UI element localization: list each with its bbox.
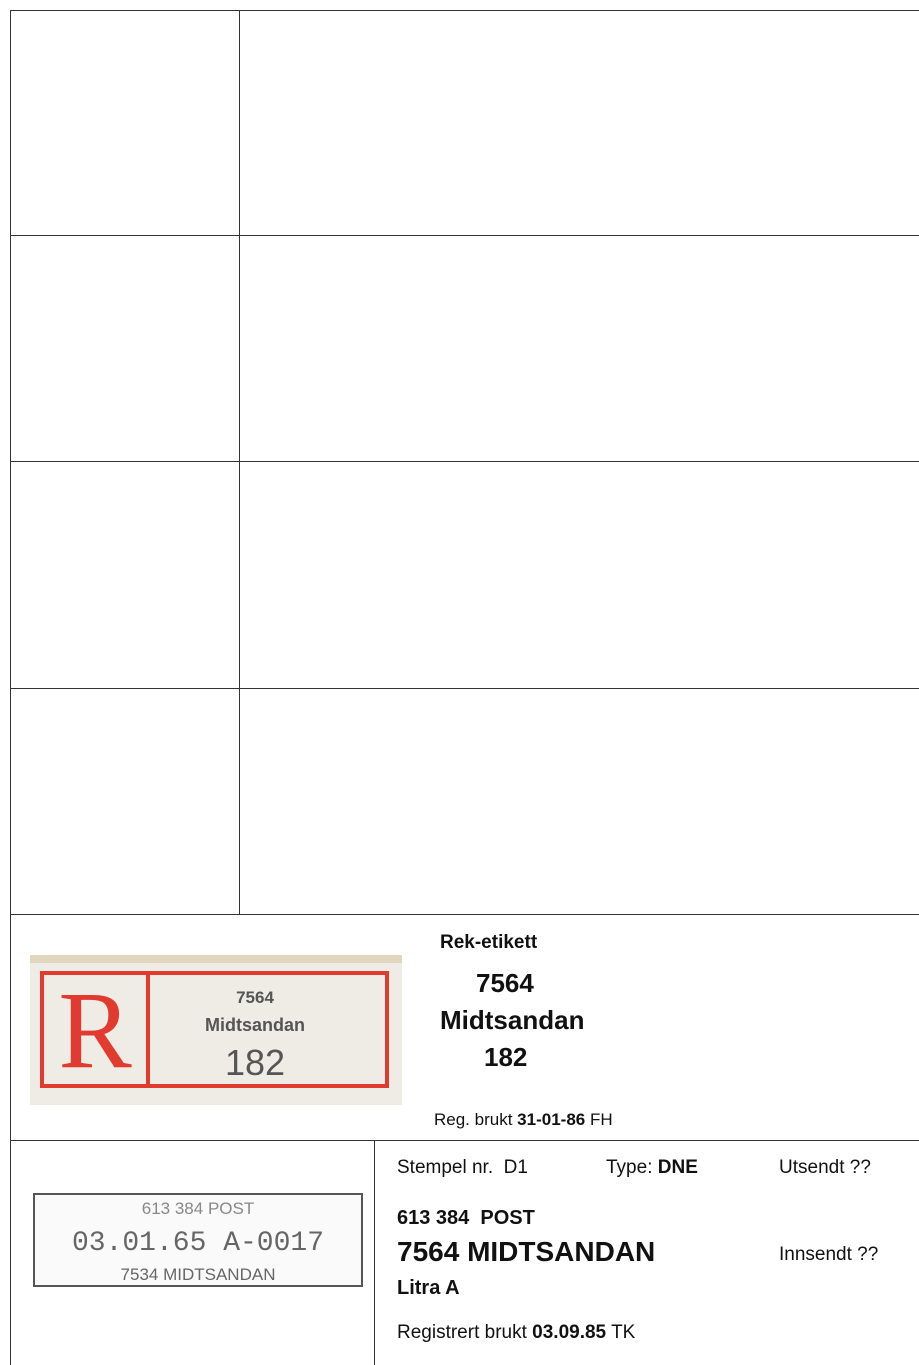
stamp-image: 613 384 POST 03.01.65 A-0017 7534 MIDTSA… (33, 1193, 363, 1287)
type-label: Type: (606, 1157, 653, 1178)
stamp-line3: Litra A (397, 1277, 460, 1299)
stamp-type: Type: DNE (606, 1157, 698, 1179)
rek-heading: Rek-etikett (440, 932, 538, 953)
rek-reg: Reg. brukt 31-01-86 FH (434, 1110, 613, 1130)
border-top (10, 10, 919, 11)
rek-serial: 182 (484, 1042, 528, 1072)
label-serial: 182 (225, 1042, 285, 1083)
border-left (10, 10, 11, 1365)
row-line (10, 914, 919, 915)
stamp-middle: 03.01.65 A-0017 (72, 1228, 324, 1259)
col-line (239, 10, 240, 914)
stamp-reg: Registrert brukt 03.09.85 TK (397, 1322, 635, 1344)
label-number: 7564 (236, 988, 274, 1007)
row-line (10, 461, 919, 462)
nr: D1 (503, 1157, 528, 1178)
stamp-bottom: 7534 MIDTSANDAN (121, 1265, 276, 1284)
reg-date: 31-01-86 (517, 1110, 586, 1129)
rek-place: Midtsandan (440, 1005, 585, 1035)
reg-date: 03.09.85 (532, 1322, 607, 1343)
stamp-returned: Innsendt ?? (779, 1244, 879, 1265)
label-place: Midtsandan (205, 1015, 305, 1035)
reg-label: Registrert brukt (397, 1322, 527, 1343)
reg-initials: FH (589, 1110, 613, 1129)
nr-label: Stempel nr. (397, 1157, 494, 1178)
reg-initials: TK (611, 1322, 636, 1343)
row-line (10, 235, 919, 236)
rek-label-image: R 7564 Midtsandan 182 (30, 955, 402, 1105)
stamp-nr: Stempel nr. D1 (397, 1157, 528, 1179)
row-line (10, 1140, 919, 1141)
stamp-line2: 7564 MIDTSANDAN (397, 1236, 656, 1267)
row-line (10, 688, 919, 689)
label-letter: R (58, 969, 132, 1091)
type: DNE (657, 1157, 698, 1178)
stamp-top: 613 384 POST (142, 1199, 254, 1218)
stamp-sent: Utsendt ?? (779, 1157, 871, 1178)
rek-number: 7564 (476, 968, 534, 998)
col-line (374, 1140, 375, 1365)
reg-label: Reg. brukt (434, 1110, 513, 1129)
stamp-line1: 613 384 POST (397, 1207, 535, 1229)
